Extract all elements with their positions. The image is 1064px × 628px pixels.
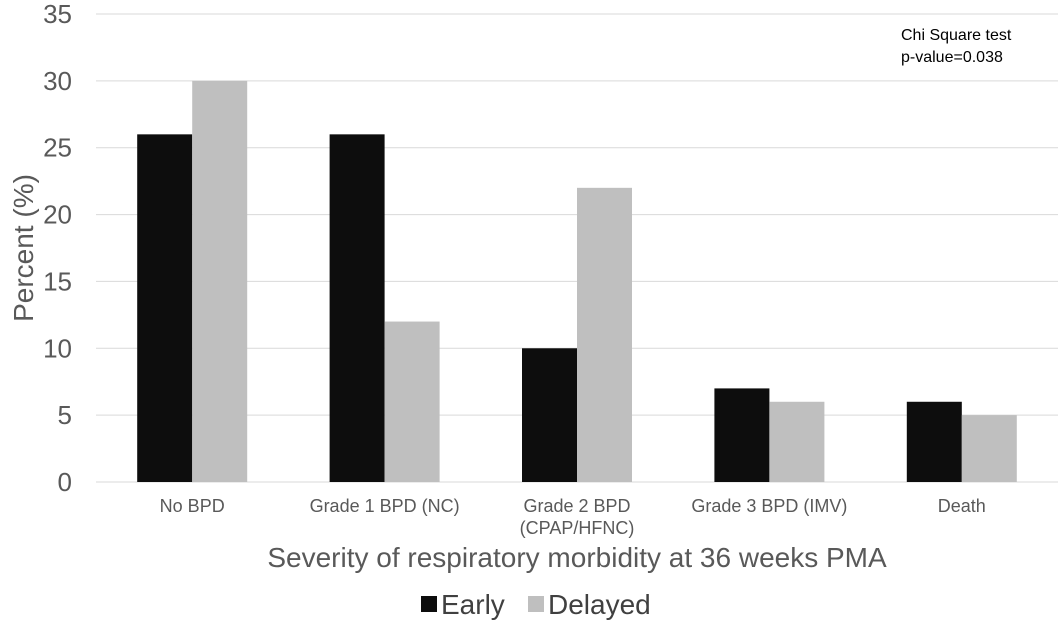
y-tick-label: 10 xyxy=(43,333,72,363)
bar-delayed-0 xyxy=(192,80,248,482)
y-tick-label: 25 xyxy=(43,133,72,163)
bars xyxy=(137,80,1017,483)
legend-label-delayed: Delayed xyxy=(548,589,651,620)
y-axis-ticks: 0 5 10 15 20 25 30 35 xyxy=(43,0,72,497)
legend-swatch-early xyxy=(421,596,437,612)
y-tick-label: 35 xyxy=(43,0,72,29)
y-tick-label: 30 xyxy=(43,66,72,96)
annotation-line-1: Chi Square test xyxy=(901,27,1012,44)
y-tick-label: 15 xyxy=(43,266,72,296)
y-tick-label: 20 xyxy=(43,200,72,230)
annotation-line-2: p-value=0.038 xyxy=(901,49,1003,66)
x-axis-title: Severity of respiratory morbidity at 36 … xyxy=(267,542,887,573)
x-tick-label: No BPD xyxy=(160,496,225,516)
x-tick-label: (CPAP/HFNC) xyxy=(520,518,635,538)
legend-swatch-delayed xyxy=(528,596,544,612)
x-tick-label: Grade 2 BPD xyxy=(523,496,630,516)
x-tick-label: Grade 3 BPD (IMV) xyxy=(691,496,847,516)
bar-delayed-3 xyxy=(769,401,825,482)
bar-delayed-2 xyxy=(577,187,632,483)
legend: Early Delayed xyxy=(421,589,651,620)
bar-early-3 xyxy=(714,388,770,482)
y-tick-label: 0 xyxy=(58,467,72,497)
bar-delayed-1 xyxy=(384,321,440,482)
x-tick-label: Grade 1 BPD (NC) xyxy=(310,496,460,516)
x-tick-label: Death xyxy=(938,496,986,516)
y-axis-title: Percent (%) xyxy=(8,174,39,322)
legend-label-early: Early xyxy=(441,589,505,620)
bar-early-0 xyxy=(137,134,193,483)
bar-early-2 xyxy=(522,348,577,482)
bar-delayed-4 xyxy=(961,415,1017,482)
bar-early-1 xyxy=(329,134,385,483)
y-tick-label: 5 xyxy=(58,400,72,430)
x-axis-ticks: No BPD Grade 1 BPD (NC) Grade 2 BPD(CPAP/H… xyxy=(160,496,986,538)
bar-early-4 xyxy=(906,401,962,482)
